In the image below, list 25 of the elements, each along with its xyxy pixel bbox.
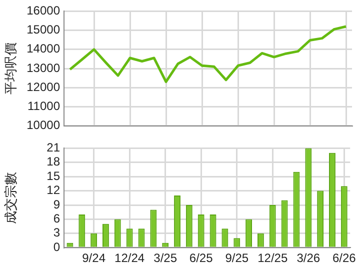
x-tick-label: 9/24 [82,251,106,266]
y-tick-label: 13000 [26,60,60,75]
x-tick-label: 12/25 [258,251,288,266]
x-tick-label: 3/26 [296,251,320,266]
y-axis-title: 平均呎價 [4,42,20,94]
x-tick-label: 9/25 [225,251,249,266]
y-axis-title: 成交宗數 [3,172,20,224]
y-tick-label: 12 [46,183,60,198]
y-tick-label: 9 [53,197,60,212]
x-tick-label: 3/25 [154,251,178,266]
y-tick-label: 0 [53,240,60,254]
y-tick-label: 12000 [26,80,60,94]
y-tick-label: 11000 [28,99,60,114]
y-tick-label: 14000 [26,42,60,56]
y-tick-label: 16000 [26,4,60,18]
y-tick-label: 3 [53,226,60,240]
y-tick-label: 18 [46,154,60,169]
y-tick-label: 21 [46,140,60,155]
x-tick-label: 12/24 [114,251,145,266]
y-tick-label: 6 [53,212,60,226]
y-tick-label: 15000 [26,22,60,37]
x-tick-label: 6/26 [332,251,356,266]
y-tick-label: 15 [46,168,60,183]
y-tick-label: 10000 [26,118,60,132]
x-tick-label: 6/25 [189,251,214,266]
